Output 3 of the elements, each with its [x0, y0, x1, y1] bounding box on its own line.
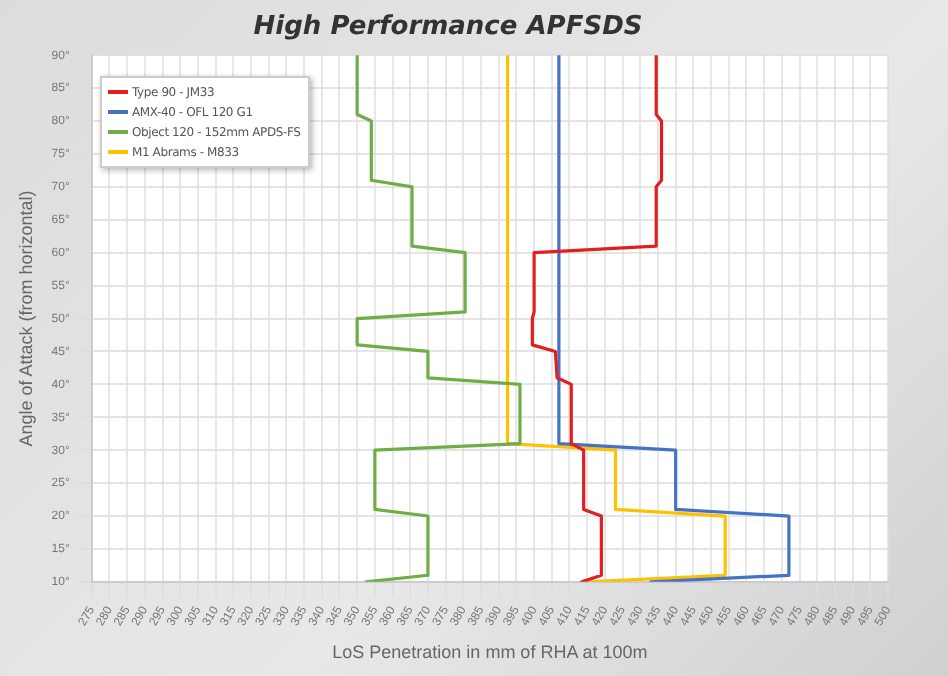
y-axis-title: Angle of Attack (from horizontal) [15, 190, 36, 447]
chart-title: High Performance APFSDS [253, 12, 643, 43]
x-axis-title: LoS Penetration in mm of RHA at 100m [332, 642, 648, 663]
